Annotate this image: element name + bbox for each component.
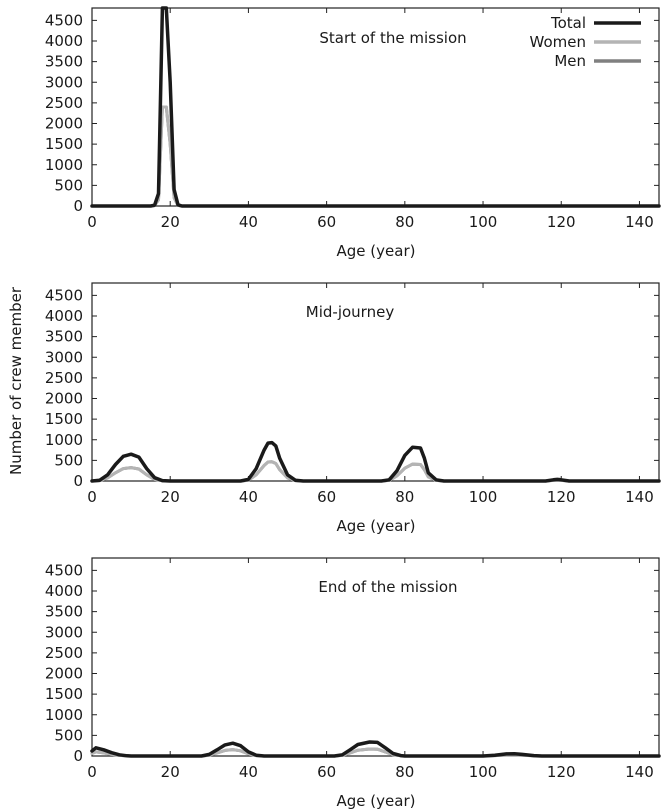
series-line-total [90,740,661,758]
legend: Total Women Men [530,14,641,70]
shared-y-axis-label: Number of crew member [7,286,25,475]
y-tick-label: 3500 [45,53,83,71]
x-tick-label: 20 [161,763,180,781]
x-tick-label: 120 [547,763,576,781]
series-line-men [90,460,661,483]
x-axis-label: Age (year) [337,242,416,260]
panel-start-of-mission: 0 500 1000 1500 2000 2500 3000 3500 4000 4500 0 20… [45,6,661,260]
x-tick-label: 140 [625,488,654,506]
y-tick-label: 4500 [45,11,83,29]
y-ticks: 0 500 1000 1500 2000 2500 3000 3500 4000 4500 [45,11,659,215]
series-line-total [90,6,661,208]
x-tick-label: 80 [395,488,414,506]
y-tick-label: 1500 [45,410,83,428]
series-lines [90,6,661,208]
x-axis-label: Age (year) [337,517,416,535]
x-tick-label: 140 [625,763,654,781]
panel-end-of-mission: 0 500 1000 1500 2000 2500 3000 3500 4000 4500 0 20… [45,557,661,810]
y-tick-label: 1500 [45,685,83,703]
y-tick-label: 3000 [45,348,83,366]
y-tick-label: 4000 [45,32,83,50]
y-ticks: 0 500 1000 1500 2000 2500 3000 3500 4000 4500 [45,286,659,490]
x-tick-label: 100 [469,763,498,781]
y-tick-label: 0 [73,472,83,490]
series-line-women [90,105,661,208]
x-ticks: 0 20 40 60 80 100 120 140 [87,283,654,506]
y-tick-label: 1000 [45,706,83,724]
x-tick-label: 40 [239,763,258,781]
y-tick-label: 3500 [45,603,83,621]
panel-mid-journey: 0 500 1000 1500 2000 2500 3000 3500 4000 4500 0 20… [45,282,661,535]
panel-title: Start of the mission [319,29,466,47]
x-tick-label: 140 [625,213,654,231]
x-tick-label: 60 [317,213,336,231]
x-tick-label: 40 [239,488,258,506]
y-tick-label: 3000 [45,623,83,641]
x-tick-label: 20 [161,488,180,506]
y-tick-label: 500 [54,451,83,469]
y-tick-label: 2500 [45,644,83,662]
y-tick-label: 500 [54,176,83,194]
y-tick-label: 2000 [45,390,83,408]
legend-label-women: Women [530,33,586,51]
x-tick-label: 120 [547,213,576,231]
legend-label-men: Men [554,52,586,70]
y-tick-label: 3000 [45,73,83,91]
panel-title: End of the mission [318,578,457,596]
y-tick-label: 4000 [45,307,83,325]
x-tick-label: 60 [317,488,336,506]
y-tick-label: 4000 [45,582,83,600]
y-tick-label: 2000 [45,115,83,133]
x-ticks: 0 20 40 60 80 100 120 140 [87,8,654,231]
y-tick-label: 1000 [45,156,83,174]
x-tick-label: 100 [469,488,498,506]
x-ticks: 0 20 40 60 80 100 120 140 [87,558,654,781]
series-line-men [90,105,661,208]
x-axis-label: Age (year) [337,792,416,810]
x-tick-label: 120 [547,488,576,506]
x-tick-label: 80 [395,763,414,781]
x-tick-label: 0 [87,763,97,781]
x-tick-label: 60 [317,763,336,781]
x-tick-label: 100 [469,213,498,231]
legend-label-total: Total [550,14,586,32]
x-tick-label: 0 [87,213,97,231]
x-tick-label: 0 [87,488,97,506]
y-tick-label: 3500 [45,328,83,346]
y-tick-label: 4500 [45,286,83,304]
x-tick-label: 80 [395,213,414,231]
y-tick-label: 1000 [45,431,83,449]
y-tick-label: 2500 [45,94,83,112]
series-line-total [90,440,661,483]
x-tick-label: 20 [161,213,180,231]
panel-title: Mid-journey [306,303,395,321]
y-tick-label: 2500 [45,369,83,387]
y-tick-label: 2000 [45,665,83,683]
y-tick-label: 0 [73,747,83,765]
y-tick-label: 500 [54,726,83,744]
y-tick-label: 1500 [45,135,83,153]
series-lines [90,740,661,758]
y-tick-label: 0 [73,197,83,215]
x-tick-label: 40 [239,213,258,231]
series-lines [90,440,661,483]
series-line-women [90,460,661,483]
plot-frame [91,557,660,757]
y-tick-label: 4500 [45,561,83,579]
